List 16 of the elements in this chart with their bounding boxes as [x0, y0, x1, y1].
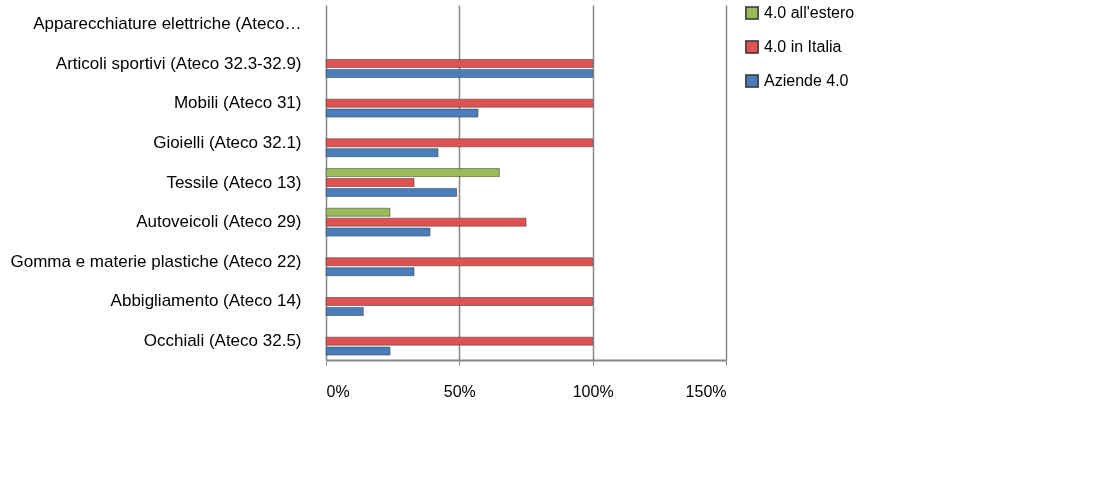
x-tick-label: 50%	[443, 382, 476, 400]
x-tick-label: 150%	[685, 382, 727, 400]
y-tick-label: Articoli sportivi (Ateco 32.3-32.9)	[55, 53, 302, 73]
y-tick-label: Abbigliamento (Ateco 14)	[110, 291, 302, 311]
y-tick-label: Mobili (Ateco 31)	[173, 93, 302, 113]
legend-label: 4.0 all'estero	[764, 4, 855, 21]
y-tick-label: Autoveicoli (Ateco 29)	[136, 212, 302, 232]
legend-label: Aziende 4.0	[764, 72, 849, 89]
legend-label: 4.0 in Italia	[764, 38, 842, 55]
y-tick-label: Occhiali (Ateco 32.5)	[143, 331, 302, 351]
y-tick-label: Tessile (Ateco 13)	[166, 172, 302, 192]
x-tick-label: 0%	[326, 382, 350, 400]
x-tick-label: 100%	[572, 382, 614, 400]
y-tick-label: Gomma e materie plastiche (Ateco 22)	[10, 251, 302, 271]
y-tick-label: Apparecchiature elettriche (Ateco…	[33, 13, 302, 33]
y-tick-label: Gioielli (Ateco 32.1)	[153, 132, 302, 152]
